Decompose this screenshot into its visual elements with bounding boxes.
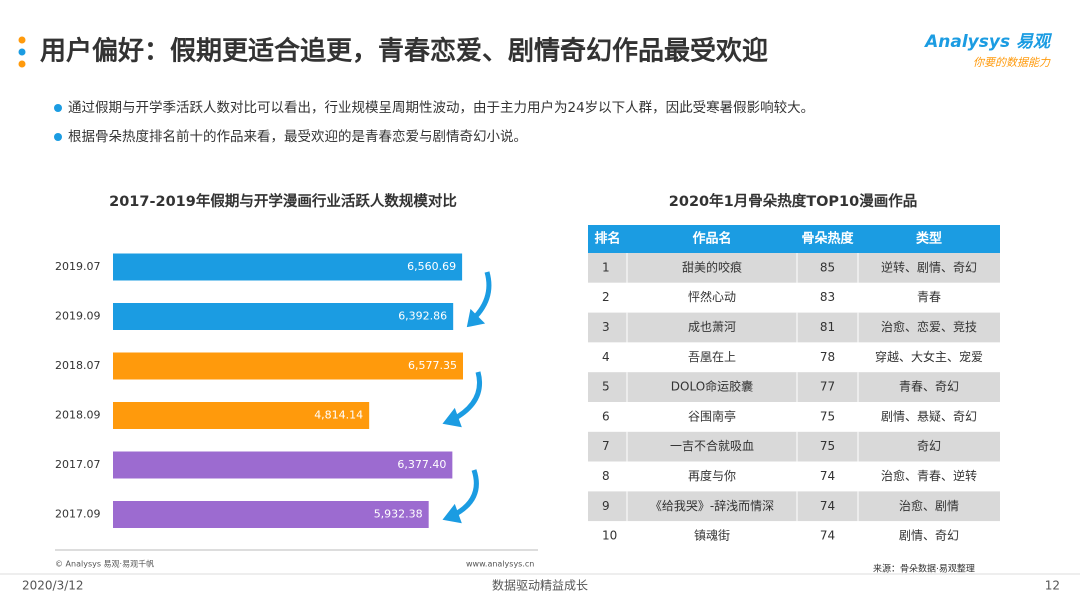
url: www.analysys.cn	[466, 560, 534, 569]
table-cell: 甜美的咬痕	[682, 259, 742, 274]
value-label: 5,932.38	[374, 508, 423, 521]
bar	[113, 253, 463, 281]
table-cell: 6	[602, 409, 610, 423]
table-cell: 青春	[917, 290, 941, 304]
table-header: 作品名	[692, 231, 731, 247]
value-label: 6,377.40	[397, 458, 446, 471]
table-cell: 治愈、青春、逆转	[881, 468, 977, 483]
value-label: 6,560.69	[407, 260, 456, 273]
table-header: 类型	[916, 231, 942, 247]
bar	[113, 303, 454, 330]
y-tick-label: 2017.09	[55, 508, 101, 521]
table-cell: 青春、奇幻	[899, 380, 959, 394]
bar	[113, 352, 463, 380]
table-header: 排名	[594, 231, 620, 247]
y-tick-label: 2017.07	[55, 458, 101, 471]
y-tick-label: 2018.09	[55, 409, 101, 422]
table-cell: 4	[602, 350, 610, 364]
table-row-bg	[588, 461, 1000, 492]
table-cell: 7	[602, 439, 610, 453]
table-cell: 吾凰在上	[688, 350, 736, 364]
table-cell: 怦然心动	[688, 289, 736, 304]
table-cell: 镇魂街	[694, 528, 730, 543]
y-tick-label: 2019.09	[55, 310, 101, 323]
y-tick-label: 2019.07	[55, 260, 101, 273]
table-cell: 8	[602, 469, 610, 483]
value-label: 6,577.35	[408, 359, 457, 372]
logo-slogan: 你要的数据能力	[973, 56, 1051, 69]
credit: © Analysys 易观·易观千帆	[55, 559, 154, 569]
table-cell: 77	[820, 380, 835, 394]
table-row-bg	[588, 282, 1000, 313]
value-label: 6,392.86	[398, 310, 447, 323]
table-cell: 治愈、剧情	[899, 498, 959, 513]
table-header-bg	[588, 225, 1000, 253]
logo: Analysys 易观	[923, 32, 1053, 52]
table-cell: 《给我哭》-辞浅而情深	[650, 498, 774, 513]
page-number: 12	[1045, 579, 1060, 593]
footer-slogan: 数据驱动精益成长	[492, 578, 588, 593]
table-cell: 74	[820, 499, 835, 513]
table-row-bg	[588, 402, 1000, 432]
table-cell: 78	[820, 350, 835, 364]
bar	[113, 402, 370, 429]
table-cell: 成也萧河	[688, 320, 736, 334]
table-cell: 81	[820, 320, 835, 334]
table-row-bg	[588, 521, 1000, 551]
table-source: 来源：骨朵数据·易观整理	[873, 563, 975, 575]
table-cell: 74	[820, 529, 835, 543]
table-title: 2020年1月骨朵热度TOP10漫画作品	[669, 192, 917, 210]
table-cell: 奇幻	[917, 439, 941, 453]
table-cell: 9	[602, 499, 610, 513]
table-cell: 75	[820, 409, 835, 423]
table-cell: 一吉不合就吸血	[670, 438, 754, 453]
table-header: 骨朵热度	[801, 231, 854, 247]
footer-date: 2020/3/12	[22, 579, 84, 593]
arrow-head	[442, 407, 462, 428]
table-cell: 75	[820, 439, 835, 453]
arrow-head	[466, 308, 486, 328]
table-cell: 1	[602, 260, 610, 274]
table-row-bg	[588, 312, 1000, 343]
table-cell: 2	[602, 290, 610, 304]
decor-dot	[18, 60, 26, 68]
bullet: 通过假期与开学季活跃人数对比可以看出，行业规模呈周期性波动，由于主力用户为24岁…	[68, 99, 814, 116]
bar	[113, 451, 453, 479]
table-cell: 3	[602, 320, 610, 334]
arrow-head	[442, 503, 462, 524]
table-cell: 5	[602, 380, 610, 394]
table-cell: 逆转、剧情、奇幻	[881, 259, 977, 274]
table-cell: DOLO命运胶囊	[671, 379, 753, 394]
arrows	[442, 271, 492, 524]
table-cell: 谷围南亭	[688, 408, 736, 423]
table-cell: 剧情、悬疑、奇幻	[881, 408, 977, 423]
table-row-bg	[588, 342, 1000, 373]
table-cell: 74	[820, 469, 835, 483]
table-row-bg	[588, 491, 1000, 522]
table-row-bg	[588, 431, 1000, 462]
table-cell: 穿越、大女主、宠爱	[875, 349, 983, 364]
table-cell: 治愈、恋爱、竞技	[881, 319, 977, 334]
table-cell: 85	[820, 260, 835, 274]
decor-dot	[18, 48, 26, 56]
table-cell: 10	[602, 529, 617, 543]
slide-title: 用户偏好：假期更适合追更，青春恋爱、剧情奇幻作品最受欢迎	[40, 36, 768, 67]
table-cell: 再度与你	[688, 468, 736, 483]
table-row-bg	[588, 253, 1000, 283]
table-cell: 剧情、奇幻	[899, 529, 959, 543]
table-row-bg	[588, 372, 1000, 402]
bullet-dot	[54, 133, 62, 141]
bullet-dot	[54, 104, 62, 112]
bar	[113, 501, 429, 528]
y-tick-label: 2018.07	[55, 359, 101, 372]
table-cell: 83	[820, 290, 835, 304]
bullet: 根据骨朵热度排名前十的作品来看，最受欢迎的是青春恋爱与剧情奇幻小说。	[68, 128, 527, 145]
value-label: 4,814.14	[314, 409, 363, 422]
chart-title: 2017-2019年假期与开学漫画行业活跃人数规模对比	[109, 192, 457, 210]
decor-dot	[18, 36, 26, 44]
